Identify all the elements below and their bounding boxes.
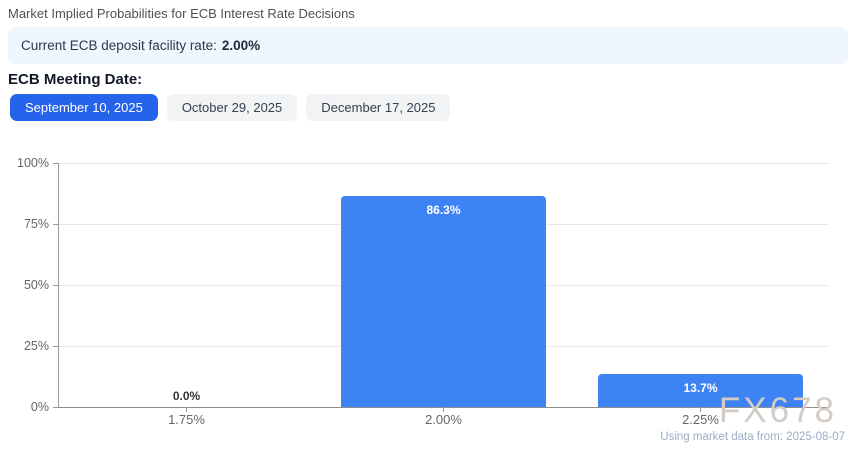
x-axis-tick	[443, 407, 444, 412]
y-axis-tick	[53, 223, 58, 225]
gridline	[58, 162, 829, 164]
data-date-footnote: Using market data from: 2025-08-07	[660, 431, 845, 443]
y-axis-tick	[53, 345, 58, 347]
watermark-fx678: FX678	[718, 391, 837, 430]
y-axis-tick-label: 25%	[23, 339, 49, 353]
tab-september-10-2025[interactable]: September 10, 2025	[10, 94, 158, 121]
y-axis-tick	[53, 406, 58, 408]
tab-october-29-2025[interactable]: October 29, 2025	[166, 94, 298, 121]
x-axis-tick	[700, 407, 701, 412]
bar-value-label: 0.0%	[172, 389, 201, 403]
bar-2.00%[interactable]	[341, 196, 546, 407]
page-title: Market Implied Probabilities for ECB Int…	[8, 6, 355, 21]
tab-december-17-2025[interactable]: December 17, 2025	[306, 94, 451, 121]
deposit-rate-banner: Current ECB deposit facility rate: 2.00%	[8, 27, 848, 64]
y-axis-tick-label: 100%	[17, 156, 49, 170]
deposit-rate-value: 2.00%	[221, 38, 261, 53]
y-axis-line	[58, 163, 59, 407]
meeting-date-tabs: September 10, 2025 October 29, 2025 Dece…	[10, 94, 451, 121]
meeting-date-heading: ECB Meeting Date:	[8, 71, 143, 88]
y-axis-tick-label: 75%	[23, 217, 49, 231]
y-axis-tick-label: 0%	[30, 400, 49, 414]
x-axis-tick-label: 2.00%	[425, 412, 462, 427]
x-axis-tick	[186, 407, 187, 412]
x-axis-tick-label: 1.75%	[168, 412, 205, 427]
y-axis-tick	[53, 162, 58, 164]
y-axis-tick-label: 50%	[23, 278, 49, 292]
deposit-rate-label: Current ECB deposit facility rate:	[21, 38, 217, 53]
bar-2.25%[interactable]	[598, 373, 803, 407]
y-axis-tick	[53, 284, 58, 286]
